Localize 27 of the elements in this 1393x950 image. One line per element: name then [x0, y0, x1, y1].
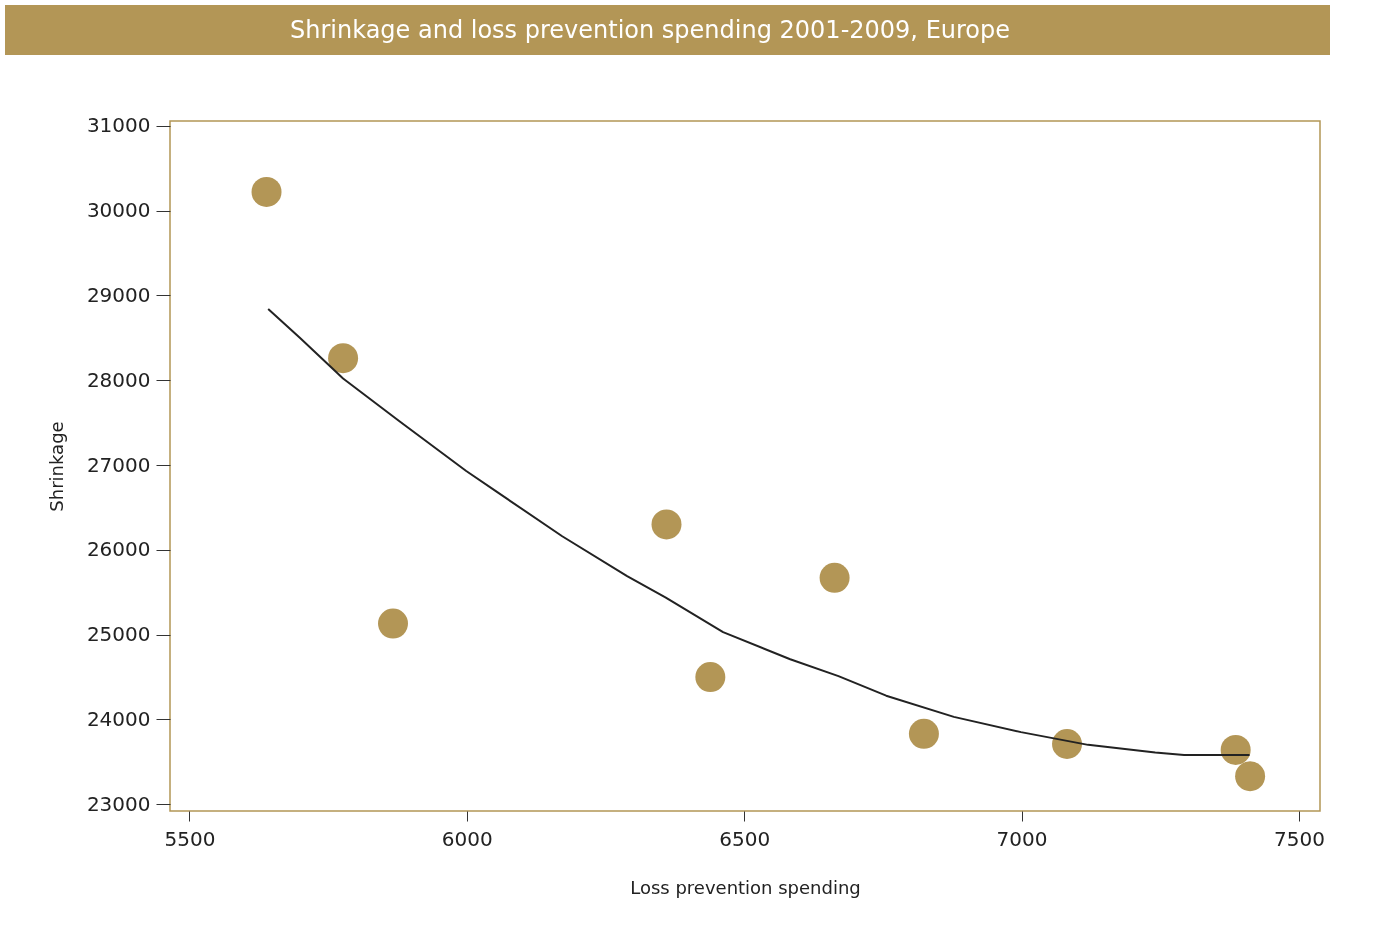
y-tick-label: 28000	[86, 367, 151, 392]
point	[378, 608, 409, 639]
y-tick-label: 24000	[86, 706, 151, 731]
y-tick-label: 30000	[86, 198, 151, 223]
y-tick-label: 26000	[86, 537, 151, 562]
point	[695, 662, 726, 692]
y-tick-label: 29000	[86, 282, 151, 307]
x-tick-label: 7500	[1273, 826, 1325, 851]
x-axis-title: Loss prevention spending	[630, 876, 861, 898]
x-tick-label: 6000	[441, 826, 493, 851]
point	[651, 509, 682, 540]
point	[1220, 734, 1251, 765]
y-tick-label: 27000	[86, 452, 151, 477]
y-tick-label: 25000	[86, 622, 151, 647]
y-axis-title: Shrinkage	[45, 421, 67, 512]
point	[1052, 729, 1083, 759]
point	[908, 718, 939, 749]
x-tick-label: 5500	[164, 826, 216, 851]
point	[1235, 761, 1266, 792]
point	[251, 177, 282, 207]
x-tick-label: 7000	[996, 826, 1048, 851]
y-tick-label: 23000	[86, 791, 151, 816]
chart-title: Shrinkage and loss prevention spending 2001-2009, Europe	[289, 16, 1011, 44]
point	[328, 343, 359, 374]
x-tick-label: 6500	[719, 826, 771, 851]
point	[819, 562, 850, 593]
y-tick-label: 31000	[86, 113, 151, 138]
